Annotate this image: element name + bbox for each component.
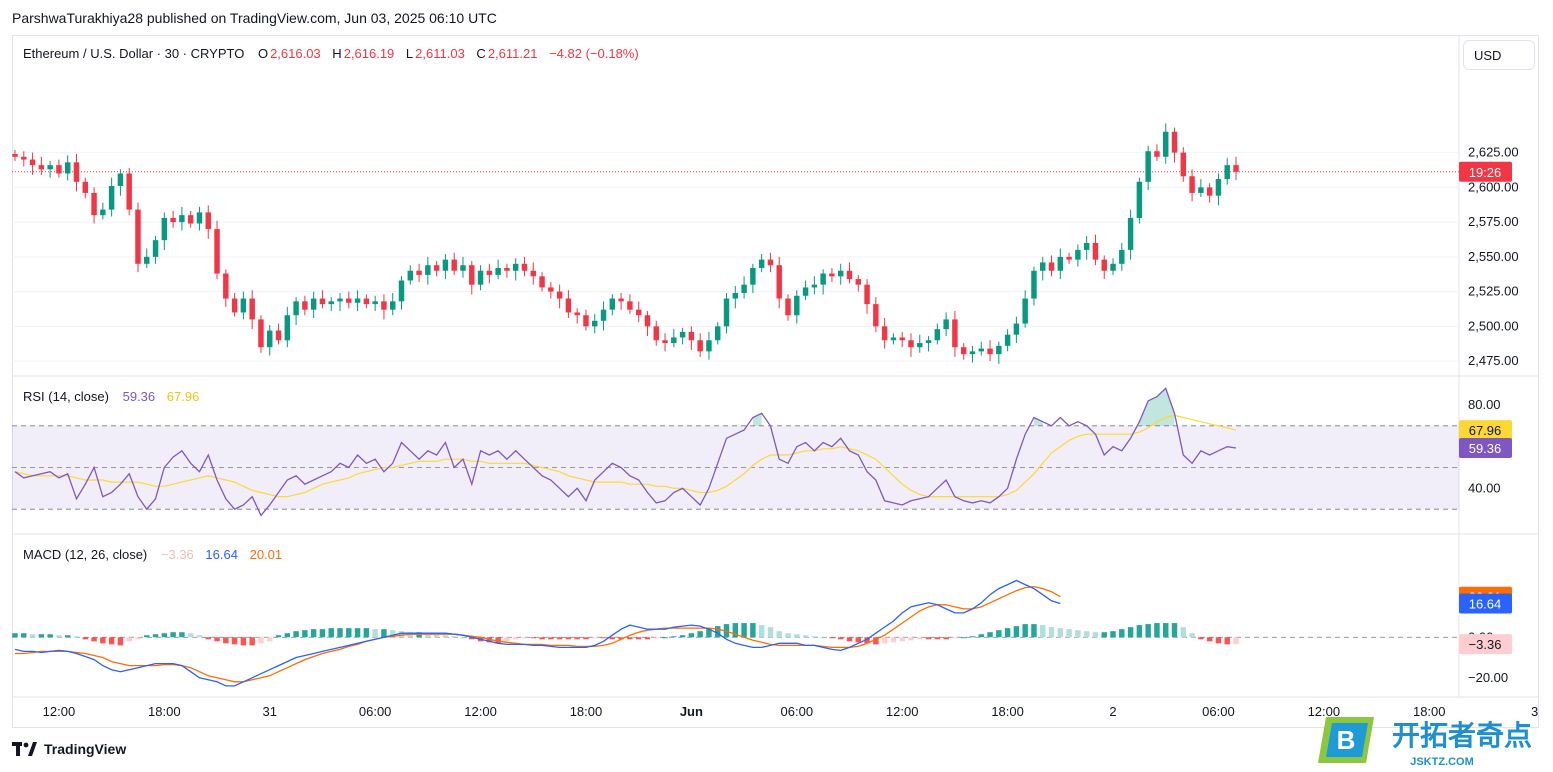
watermark-domain: JSKTZ.COM (1410, 756, 1474, 768)
symbol-name[interactable]: Ethereum / U.S. Dollar · 30 · CRYPTO (23, 46, 245, 61)
watermark-logo-letter: B (1337, 725, 1356, 755)
low-label: L (405, 46, 414, 61)
low-value: 2,611.03 (415, 46, 465, 61)
chart-frame[interactable] (12, 35, 1539, 728)
watermark-text: 开拓者奇点 (1392, 720, 1532, 751)
close-label: C (476, 46, 486, 61)
macd-signal-value: 20.01 (249, 547, 283, 562)
macd-label: MACD (12, 26, close) (23, 547, 148, 562)
macd-hist-value: −3.36 (160, 547, 194, 562)
high-value: 2,616.19 (343, 46, 395, 61)
rsi-value: 59.36 (122, 389, 156, 404)
tradingview-brand[interactable]: TradingView (12, 741, 126, 757)
close-value: 2,611.21 (487, 46, 538, 61)
macd-legend[interactable]: MACD (12, 26, close) −3.36 16.64 20.01 (23, 547, 284, 562)
rsi-legend[interactable]: RSI (14, close) 59.36 67.96 (23, 389, 201, 404)
currency-button[interactable]: USD (1463, 40, 1535, 70)
rsi-label: RSI (14, close) (23, 389, 109, 404)
watermark: B 开拓者奇点 JSKTZ.COM (1318, 717, 1532, 768)
publisher-line: ParshwaTurakhiya28 published on TradingV… (12, 10, 497, 26)
tradingview-logo-icon (12, 742, 37, 756)
high-label: H (332, 46, 342, 61)
open-value: 2,616.03 (270, 46, 321, 61)
macd-value: 16.64 (205, 547, 238, 562)
brand-name: TradingView (44, 741, 127, 757)
open-label: O (257, 46, 269, 61)
change-value: −4.82 (−0.18%) (549, 46, 639, 61)
rsi-ma-value: 67.96 (166, 389, 200, 404)
symbol-legend[interactable]: Ethereum / U.S. Dollar · 30 · CRYPTO O 2,… (23, 46, 641, 61)
